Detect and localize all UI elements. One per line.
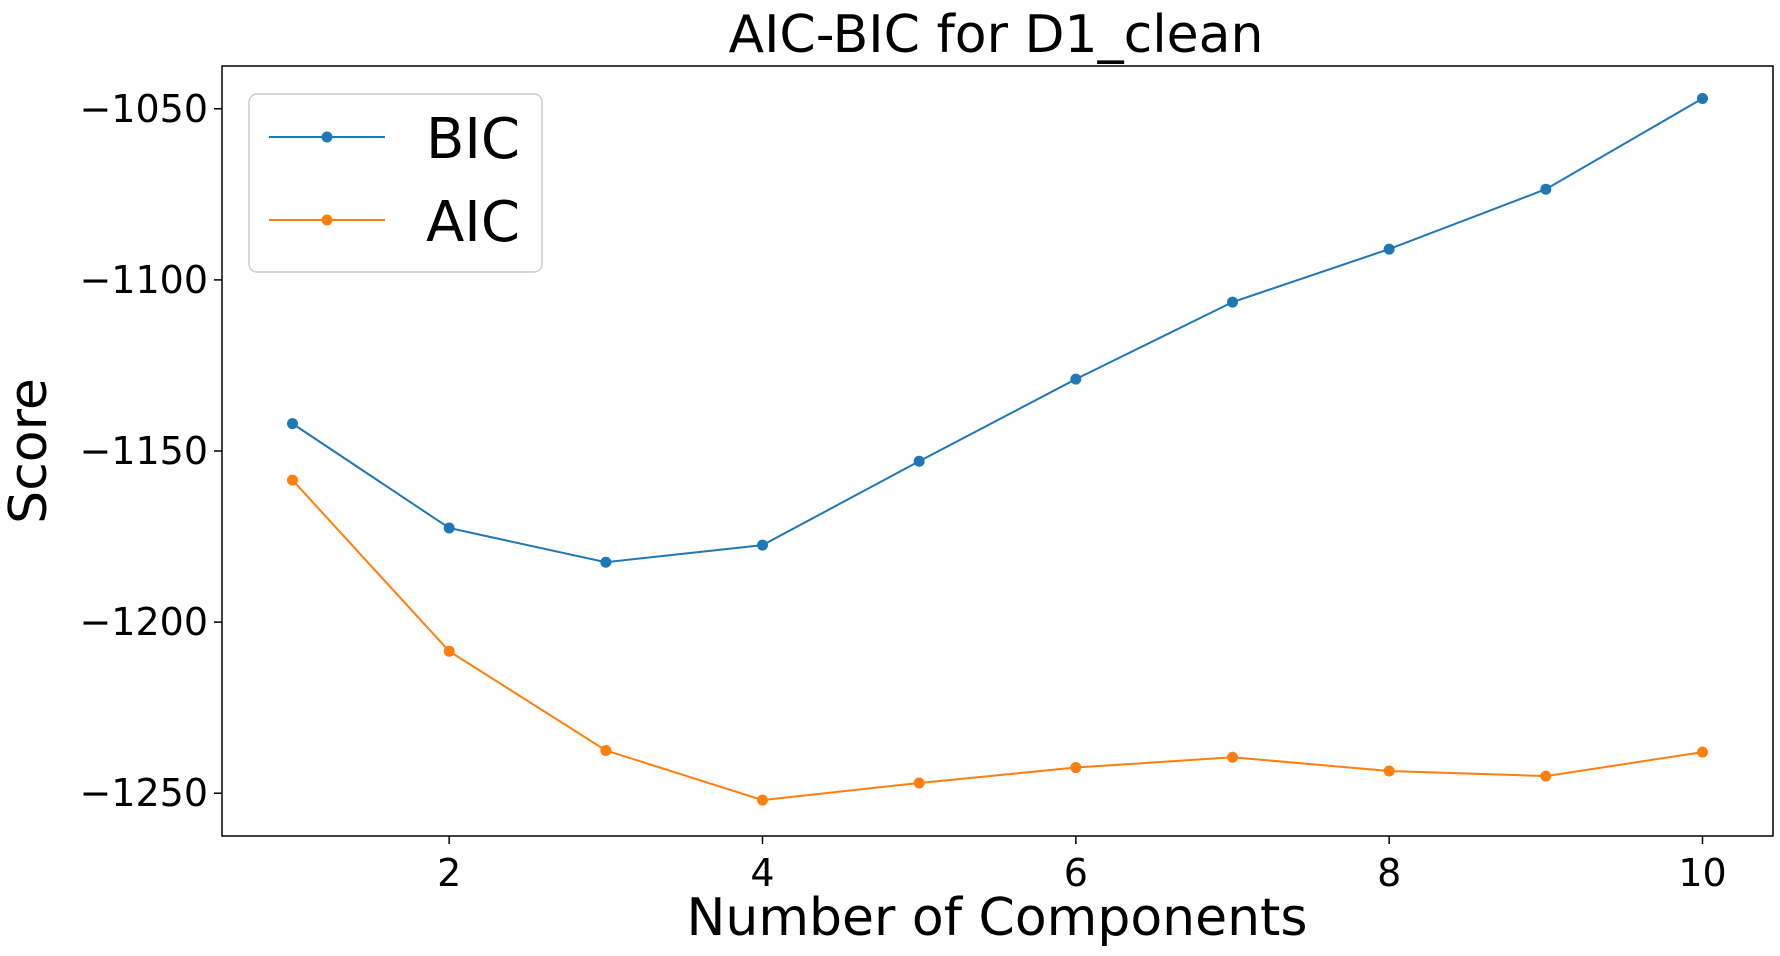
x-tick-label: 4 [750,851,774,895]
y-tick-label: −1050 [79,87,208,131]
aic-point [443,645,455,657]
x-tick-label: 8 [1377,851,1401,895]
legend-marker-bic [321,131,333,143]
bic-point [1227,296,1238,308]
y-tick-label: −1100 [79,258,208,302]
x-axis-label: Number of Components [686,888,1307,948]
bic-point [1383,243,1395,255]
legend-label-aic: AIC [426,190,520,255]
plot-frame [221,65,1774,837]
y-tick-label: −1250 [79,771,208,815]
series-markers [287,93,1708,806]
aic-point [757,794,768,806]
bic-point [757,539,768,551]
aic-point [1070,762,1082,774]
bic-point [913,455,925,467]
y-axis-label: Score [0,378,59,524]
bic-point [1070,373,1082,385]
x-tick-label: 6 [1064,851,1088,895]
bic-line [291,97,1704,564]
x-tick-label: 2 [437,851,461,895]
bic-point [1697,93,1708,105]
legend: BIC AIC [248,93,543,273]
legend-label-bic: BIC [426,107,520,172]
y-tick-label: −1150 [79,429,208,473]
aic-point [1227,751,1238,763]
axis-ticks: 2 4 6 8 10 −1250 −1200 −1150 −1100 −1050 [79,87,1726,895]
bic-point [443,522,455,534]
bic-point [287,418,298,430]
aic-point [600,744,612,756]
aic-point [287,474,298,486]
legend-marker-aic [321,214,333,226]
bic-point [600,556,612,568]
aic-point [1383,765,1395,777]
aic-point [1540,770,1552,782]
aic-line [291,479,1703,802]
series-lines [291,97,1704,802]
aic-point [913,777,925,789]
chart-title: AIC-BIC for D1_clean [729,5,1264,65]
bic-point [1540,183,1552,195]
aic-point [1697,746,1708,758]
x-tick-label: 10 [1678,851,1726,895]
y-tick-label: −1200 [79,600,208,644]
